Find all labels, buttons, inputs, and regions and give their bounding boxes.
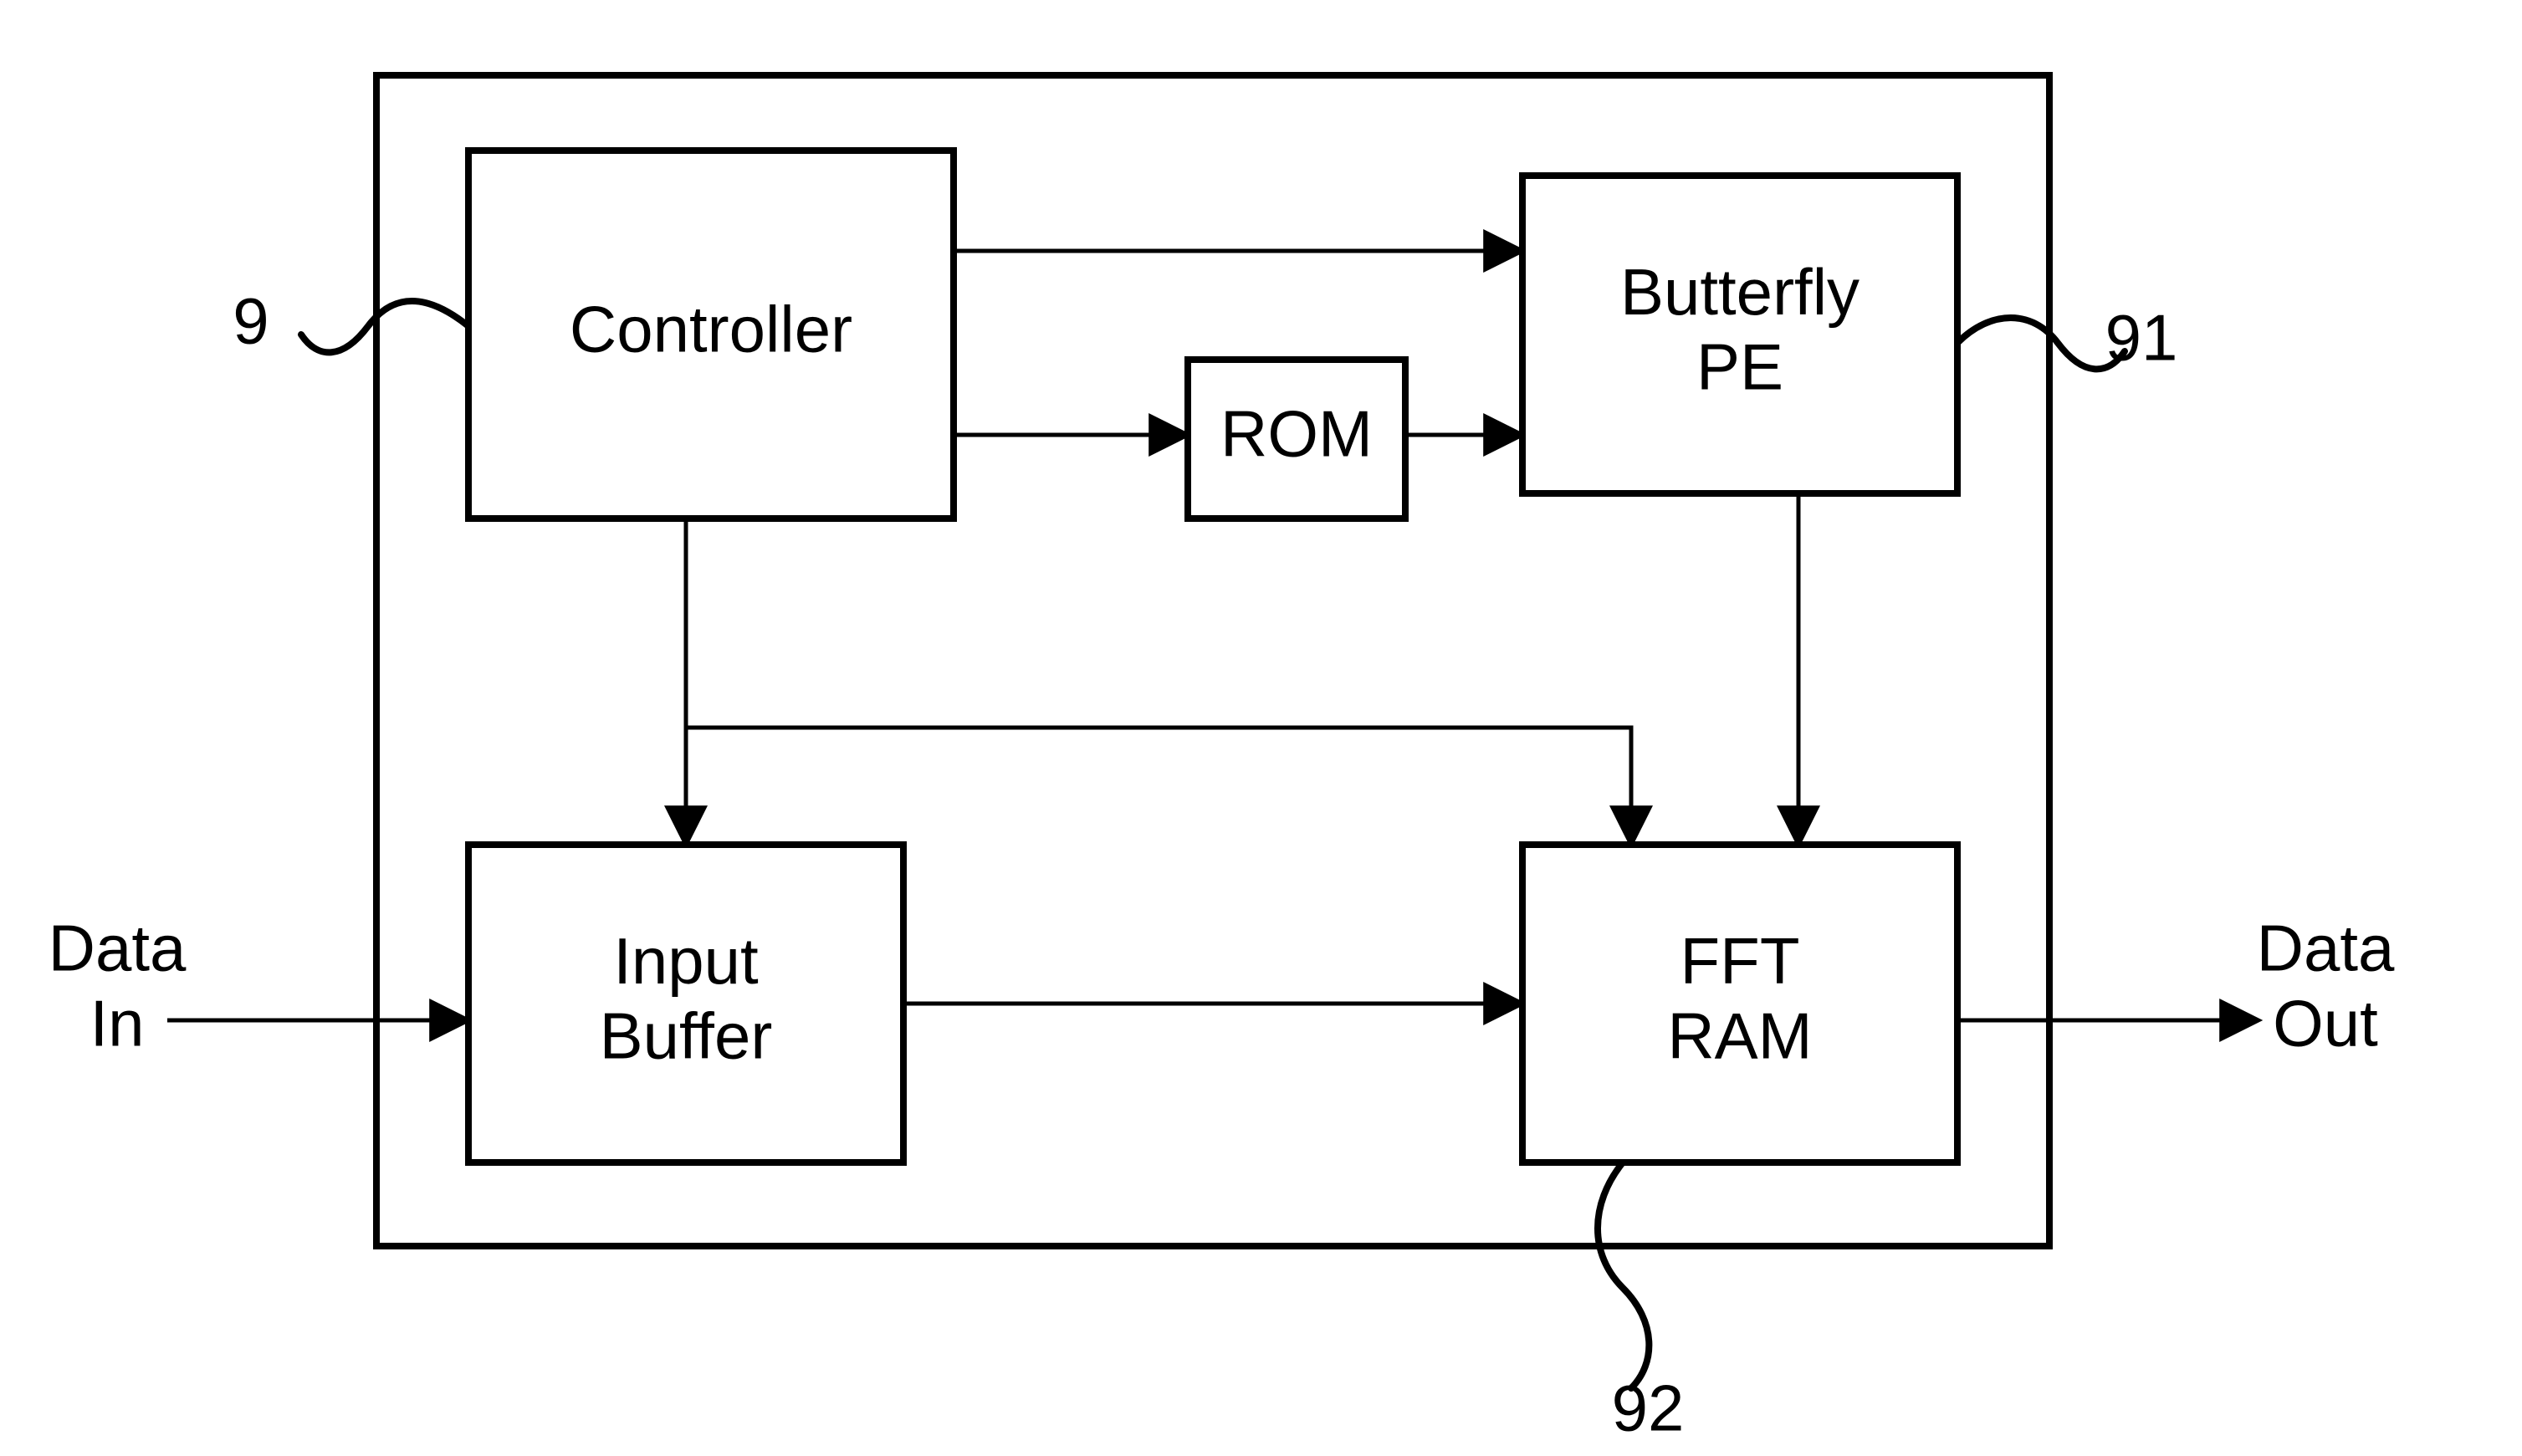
ref91: 91 <box>2105 301 2178 375</box>
input_buffer-label: Buffer <box>600 999 773 1072</box>
input_buffer-label: Input <box>613 924 759 998</box>
block-diagram: Controller ROM ButterflyPE InputBuffer FFTRA… <box>0 0 2522 1456</box>
fft_ram-label: FFT <box>1680 924 1800 998</box>
butterfly-label: PE <box>1696 330 1783 403</box>
data_in-label: Data <box>49 912 187 985</box>
data_out-label: Data <box>2257 912 2395 985</box>
rom-label: ROM <box>1220 397 1373 471</box>
data_out-label: Out <box>2273 986 2378 1060</box>
butterfly-label: Butterfly <box>1620 255 1860 329</box>
fft_ram-label: RAM <box>1667 999 1812 1072</box>
data_in-label: In <box>90 986 144 1060</box>
ref92: 92 <box>1612 1372 1685 1445</box>
ref9: 9 <box>233 284 269 358</box>
controller-label: Controller <box>570 293 852 366</box>
